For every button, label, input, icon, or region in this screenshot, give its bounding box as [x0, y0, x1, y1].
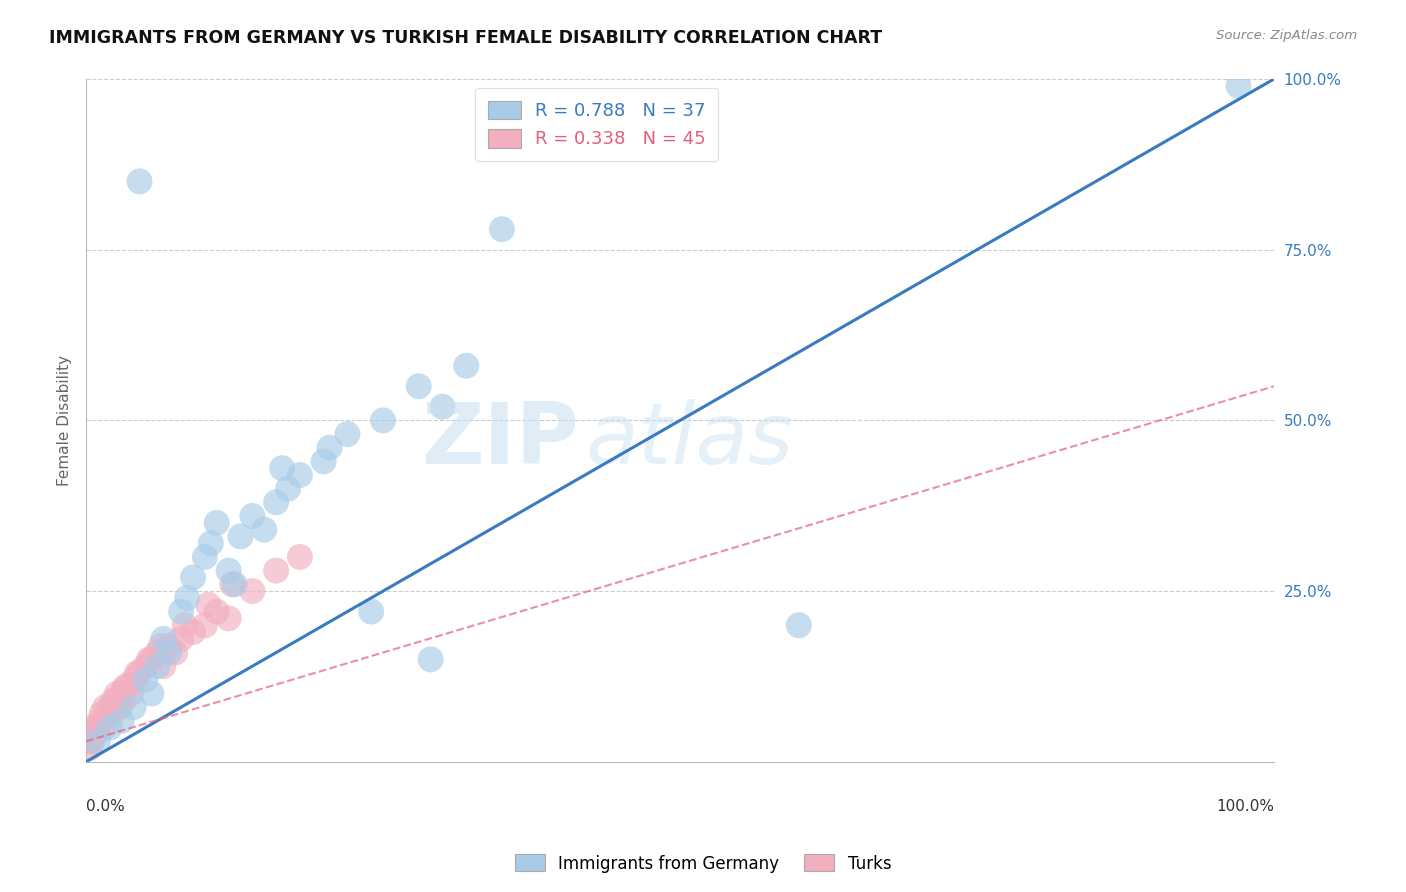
Point [108, 700, 131, 714]
Point [134, 673, 156, 687]
Point [408, 379, 430, 393]
Point [80, 734, 103, 748]
Text: 100.0%: 100.0% [1216, 799, 1274, 814]
Point [94, 700, 117, 714]
Point [170, 605, 193, 619]
Point [242, 584, 264, 599]
Point [146, 659, 169, 673]
Point [271, 461, 294, 475]
Point [336, 427, 359, 442]
Point [112, 693, 135, 707]
Point [105, 686, 128, 700]
Point [205, 605, 228, 619]
Point [787, 618, 810, 632]
Point [432, 400, 454, 414]
Point [87, 721, 110, 735]
Point [114, 680, 136, 694]
Point [360, 605, 382, 619]
Point [127, 666, 149, 681]
Point [264, 564, 287, 578]
Point [134, 659, 156, 673]
Point [120, 686, 142, 700]
Point [277, 482, 299, 496]
Point [87, 734, 110, 748]
Point [122, 673, 145, 687]
Point [218, 611, 240, 625]
Point [98, 721, 121, 735]
Point [89, 714, 111, 728]
Point [181, 625, 204, 640]
Point [96, 706, 118, 721]
Point [152, 659, 174, 673]
Point [93, 721, 115, 735]
Point [419, 652, 441, 666]
Point [79, 741, 101, 756]
Point [146, 646, 169, 660]
Point [82, 727, 104, 741]
Point [229, 529, 252, 543]
Text: IMMIGRANTS FROM GERMANY VS TURKISH FEMALE DISABILITY CORRELATION CHART: IMMIGRANTS FROM GERMANY VS TURKISH FEMAL… [49, 29, 883, 46]
Point [138, 652, 160, 666]
Point [181, 570, 204, 584]
Point [98, 700, 121, 714]
Point [111, 714, 134, 728]
Point [288, 549, 311, 564]
Point [149, 639, 172, 653]
Point [176, 591, 198, 605]
Point [253, 523, 276, 537]
Point [141, 652, 163, 666]
Text: ZIP: ZIP [422, 400, 579, 483]
Y-axis label: Female Disability: Female Disability [58, 355, 72, 486]
Point [288, 468, 311, 483]
Point [456, 359, 478, 373]
Text: atlas: atlas [585, 400, 793, 483]
Point [90, 706, 112, 721]
Point [200, 536, 222, 550]
Point [318, 441, 340, 455]
Point [157, 646, 180, 660]
Point [84, 727, 107, 741]
Point [165, 646, 187, 660]
Point [205, 516, 228, 530]
Point [1227, 78, 1250, 93]
Point [128, 174, 150, 188]
Point [173, 618, 195, 632]
Point [103, 693, 125, 707]
Point [111, 686, 134, 700]
Point [157, 639, 180, 653]
Point [141, 686, 163, 700]
Point [221, 577, 243, 591]
Legend: Immigrants from Germany, Turks: Immigrants from Germany, Turks [508, 847, 898, 880]
Point [224, 577, 246, 591]
Point [152, 632, 174, 646]
Point [122, 700, 145, 714]
Point [170, 632, 193, 646]
Point [104, 693, 127, 707]
Point [117, 680, 139, 694]
Legend: R = 0.788   N = 37, R = 0.338   N = 45: R = 0.788 N = 37, R = 0.338 N = 45 [475, 88, 718, 161]
Point [491, 222, 513, 236]
Text: Source: ZipAtlas.com: Source: ZipAtlas.com [1216, 29, 1357, 42]
Point [77, 734, 100, 748]
Point [242, 508, 264, 523]
Point [194, 618, 217, 632]
Point [128, 666, 150, 681]
Point [80, 721, 103, 735]
Point [197, 598, 219, 612]
Text: 0.0%: 0.0% [86, 799, 125, 814]
Point [194, 549, 217, 564]
Point [218, 564, 240, 578]
Point [371, 413, 394, 427]
Point [312, 454, 335, 468]
Point [101, 706, 124, 721]
Point [264, 495, 287, 509]
